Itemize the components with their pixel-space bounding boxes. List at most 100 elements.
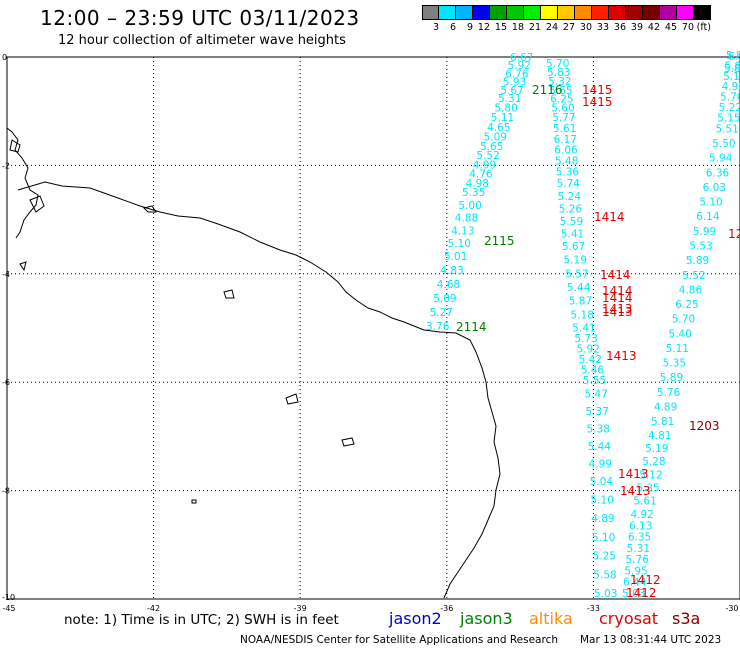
x-tick-label: -39 (294, 604, 307, 613)
wave-height-label: 5.24 (558, 191, 582, 203)
legend-swatch (422, 5, 439, 20)
legend-swatch (643, 5, 660, 20)
wave-height-label: 4.99 (473, 159, 496, 171)
legend-label: 42 (647, 22, 660, 33)
pass-time-s3a: 1203 (689, 419, 720, 433)
y-tick-label: -10 (2, 593, 15, 602)
legend-jason3: jason3 (460, 609, 513, 628)
wave-height-label: 5.61 (553, 123, 576, 135)
pass-time-cryosat: 1414 (602, 284, 633, 298)
wave-height-label: 5.36 (556, 166, 580, 178)
wave-height-label: 5.11 (491, 112, 514, 124)
legend-label: 36 (613, 22, 626, 33)
wave-height-label: 5.15 (717, 112, 740, 124)
legend-label: 3 (432, 22, 439, 33)
wave-height-label: 5.41 (572, 323, 595, 335)
wave-height-label: 5.59 (560, 216, 583, 228)
pass-time-cryosat: 1412 (630, 573, 661, 587)
pass-time-cryosat: 1415 (582, 95, 613, 109)
wave-height-label: 6.25 (675, 299, 698, 311)
wave-height-label: 5.77 (552, 112, 575, 124)
wave-height-label: 5.03 (594, 588, 617, 600)
legend-label: 33 (596, 22, 609, 33)
wave-height-label: 6.14 (696, 211, 720, 223)
wave-height-label: 5.93 (503, 77, 526, 89)
pass-time-cryosat: 1413 (606, 349, 637, 363)
coastline (6, 127, 501, 599)
wave-height-label: 3.76 (426, 321, 450, 333)
pass-time-cryosat: 1413 (618, 467, 649, 481)
legend-swatch (694, 5, 711, 20)
wave-height-label: 4.68 (437, 279, 460, 291)
wave-height-label: 4.86 (679, 284, 703, 296)
wave-height-label: 5.92 (508, 60, 531, 72)
wave-height-label: 5.92 (577, 344, 600, 356)
wave-height-label: 5.44 (567, 282, 591, 294)
wave-height-label: 5.32 (548, 76, 571, 88)
wave-height-label: 5.00 (458, 200, 481, 212)
legend-label: 24 (545, 22, 558, 33)
wave-height-label: 5.58 (593, 569, 616, 581)
wave-height-label: 5.57 (565, 268, 588, 280)
generated-timestamp: Mar 13 08:31:44 UTC 2023 (580, 634, 722, 646)
wave-height-label: 6.17 (554, 134, 577, 146)
wave-height-label: 5.37 (586, 406, 609, 418)
legend-swatch (677, 5, 694, 20)
x-tick-label: -36 (440, 604, 453, 613)
wave-height-label: 6.35 (628, 532, 651, 544)
wave-height-label: 5.73 (574, 333, 597, 345)
wave-height-label: 5.52 (682, 270, 705, 282)
wave-height-label: 4.88 (455, 213, 478, 225)
wave-height-label: 5.60 (551, 103, 574, 115)
wave-height-label: 5.27 (430, 307, 453, 319)
legend-swatch (660, 5, 677, 20)
wave-height-label: 5.51 (715, 123, 738, 135)
pass-time-cryosat: 1414 (602, 291, 633, 305)
wave-height-label: 6.03 (703, 182, 726, 194)
wave-height-label: 5.70 (546, 58, 569, 70)
wave-height-label: 5.74 (557, 178, 581, 190)
map-title: 12:00 – 23:59 UTC 03/11/2023 (40, 6, 360, 30)
wave-height-label: 5.83 (547, 67, 570, 79)
legend-label: 15 (494, 22, 507, 33)
legend-label: 27 (562, 22, 575, 33)
wave-height-label: 5.25 (593, 551, 616, 563)
wave-height-label: 5.65 (480, 141, 503, 153)
pass-times: 2116211521141415141514141414141414141413… (456, 83, 740, 600)
y-tick-label: 0 (2, 53, 7, 62)
plot-frame (6, 56, 740, 600)
legend-label: 18 (511, 22, 524, 33)
wave-height-label: 5.53 (689, 241, 712, 253)
wave-height-label: 4.13 (451, 225, 474, 237)
wave-height-label: 4.81 (648, 430, 671, 442)
legend-jason2: jason2 (389, 609, 442, 628)
pass-time-cryosat: 1415 (582, 83, 613, 97)
legend-swatch (524, 5, 541, 20)
wave-height-label: 5.89 (725, 60, 740, 72)
wave-height-label: 5.44 (588, 441, 612, 453)
wave-height-label: 5.26 (559, 203, 583, 215)
legend-label: 70 (681, 22, 694, 33)
wave-height-label: 6.67 (510, 52, 533, 64)
wave-height-label: 5.31 (627, 543, 650, 555)
wave-height-label: 5.70 (720, 92, 740, 104)
pass-time-cryosat: 12 (728, 227, 740, 241)
wave-height-label: 6.25 (550, 94, 573, 106)
wave-height-label: 5.09 (433, 293, 456, 305)
legend-swatch (473, 5, 490, 20)
footer-note: note: 1) Time is in UTC; 2) SWH is in fe… (64, 612, 339, 628)
legend-swatch (558, 5, 575, 20)
wave-height-label: 5.19 (564, 255, 587, 267)
wave-height-label: 5.03 (622, 588, 645, 600)
wave-height-label: 5.41 (561, 229, 584, 241)
wave-height-label: 4.96 (722, 81, 740, 93)
legend-label: 21 (528, 22, 541, 33)
wave-height-label: 4.65 (487, 122, 510, 134)
y-tick-label: -2 (2, 161, 10, 170)
pass-time-cryosat: 1412 (626, 586, 657, 600)
wave-height-label: 5.50 (712, 138, 735, 150)
pass-time-cryosat: 1414 (594, 210, 625, 224)
wave-height-label: 5.42 (579, 354, 602, 366)
y-tick-label: -6 (2, 378, 10, 387)
wave-height-label: 5.11 (723, 71, 740, 83)
